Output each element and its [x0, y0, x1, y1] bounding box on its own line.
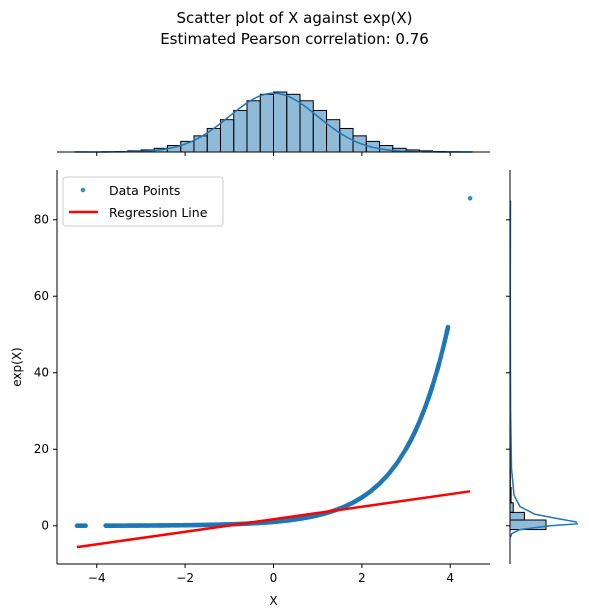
marginal-x-bar — [339, 127, 354, 153]
marginal-x-bar — [233, 109, 248, 153]
regression-line — [76, 490, 471, 549]
legend-box — [62, 176, 224, 227]
legend-label-regression-line: Regression Line — [109, 205, 208, 220]
marginal-y-ticks — [506, 219, 510, 527]
x-axis-label: X — [269, 594, 277, 608]
y-tick-label: 0 — [41, 519, 49, 533]
marginal-x-bar — [286, 93, 301, 153]
data-points-series — [74, 196, 473, 529]
x-axis-ticks: −4 −2 0 2 4 — [88, 564, 454, 585]
marginal-y-histogram — [509, 200, 579, 538]
y-axis-ticks: 0 20 40 60 80 — [34, 213, 57, 533]
legend-label-data-points: Data Points — [109, 183, 180, 198]
x-tick-label: 4 — [446, 571, 454, 585]
y-tick-label: 40 — [34, 366, 49, 380]
marginal-y-kde — [509, 200, 579, 538]
marginal-y-bar — [509, 511, 525, 521]
data-point — [467, 196, 473, 201]
legend: Data Points Regression Line — [62, 176, 224, 227]
x-tick-label: −4 — [88, 571, 106, 585]
marginal-x-ticks — [96, 152, 451, 156]
x-tick-label: 2 — [358, 571, 366, 585]
chart-subtitle: Estimated Pearson correlation: 0.76 — [160, 30, 429, 48]
y-tick-label: 60 — [34, 289, 49, 303]
data-point — [445, 324, 451, 330]
marginal-x-bar — [193, 135, 208, 153]
chart-title: Scatter plot of X against exp(X) — [176, 9, 413, 27]
marginal-x-bar — [246, 100, 261, 153]
marginal-x-bar — [259, 93, 274, 153]
marginal-x-bar — [312, 109, 328, 153]
y-tick-label: 20 — [34, 442, 49, 456]
x-tick-label: 0 — [270, 571, 278, 585]
marginal-x-bar — [219, 119, 235, 153]
marginal-x-bar — [273, 91, 288, 153]
data-point — [83, 523, 89, 529]
regression-line-series — [76, 490, 471, 549]
marginal-x-histogram — [74, 91, 473, 153]
x-tick-label: −2 — [176, 571, 194, 585]
y-tick-label: 80 — [34, 213, 49, 227]
legend-marker-data-points — [80, 187, 86, 193]
marginal-x-kde — [74, 92, 473, 153]
y-axis-label: exp(X) — [10, 347, 24, 386]
main-plot-area: −4 −2 0 2 4 0 20 40 60 80 X exp(X) Data Points R… — [10, 170, 490, 608]
